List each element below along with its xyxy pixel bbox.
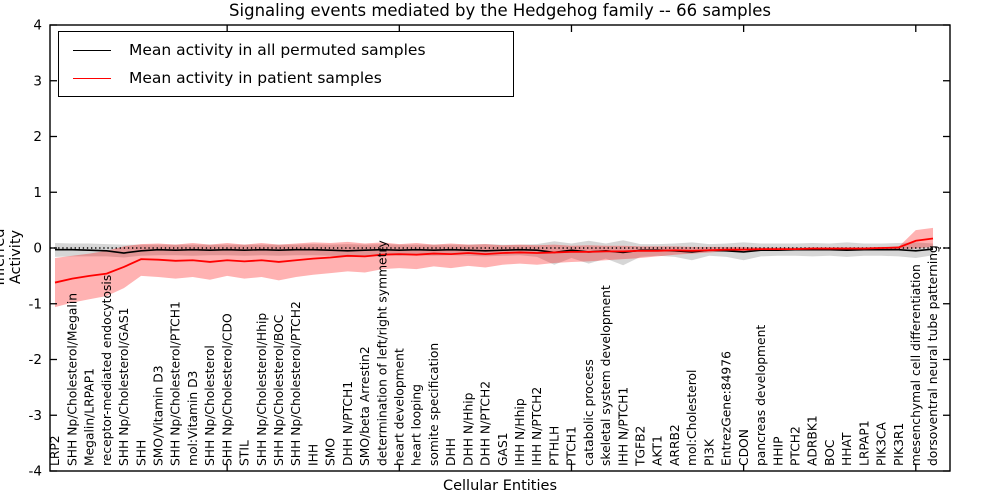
- y-tick-label: 0: [33, 241, 42, 257]
- x-category-label: mesenchymal cell differentiation: [909, 264, 923, 466]
- legend-item-patient: Mean activity in patient samples: [59, 69, 513, 87]
- x-category-label: PIK3CA: [875, 421, 889, 466]
- x-category-label: HHAT: [840, 432, 854, 466]
- x-category-label: DHH: [444, 438, 458, 466]
- x-category-label: BOC: [823, 440, 837, 467]
- x-category-label: determination of left/right symmetry: [375, 240, 389, 466]
- y-tick-label: -3: [29, 408, 42, 424]
- x-category-label: GAS1: [496, 432, 510, 466]
- y-tick-label: 4: [33, 18, 42, 34]
- legend-item-permuted: Mean activity in all permuted samples: [59, 41, 513, 59]
- x-category-label: DHH N/Hhip: [461, 392, 475, 466]
- x-category-label: heart development: [393, 348, 407, 466]
- x-category-label: SHH Np/Cholesterol/PTCH1: [169, 301, 183, 466]
- x-category-label: ARRB2: [668, 424, 682, 466]
- x-category-label: HHIP: [771, 436, 785, 466]
- x-category-label: somite specification: [427, 343, 441, 466]
- patient-line-swatch: [73, 77, 111, 79]
- y-tick-label: 1: [33, 185, 42, 201]
- x-category-label: TGFB2: [634, 426, 648, 467]
- x-category-label: SMO/beta Arrestin2: [358, 346, 372, 466]
- permuted-line-swatch: [73, 49, 111, 51]
- x-category-label: IHH N/PTCH2: [530, 387, 544, 466]
- x-category-label: skeletal system development: [599, 285, 613, 466]
- x-category-label: PIK3R1: [892, 423, 906, 466]
- y-axis-title: Inferred Activity: [0, 228, 24, 286]
- x-category-label: SHH Np/Cholesterol/CDO: [220, 313, 234, 466]
- x-category-label: dorsoventral neural tube patterning: [926, 245, 940, 466]
- x-category-label: SHH Np/Cholesterol/Hhip: [255, 313, 269, 466]
- x-category-label: LRPAP1: [857, 420, 871, 466]
- x-category-label: IHH N/Hhip: [513, 398, 527, 466]
- x-category-label: mol:Cholesterol: [685, 370, 699, 466]
- x-category-label: IHH N/PTCH1: [616, 387, 630, 466]
- patient-confidence-band: [55, 227, 933, 308]
- x-category-label: SHH: [134, 440, 148, 466]
- x-category-label: PTHLH: [547, 426, 561, 466]
- x-category-label: CDON: [737, 429, 751, 466]
- x-category-label: LRP2: [48, 435, 62, 466]
- x-category-label: SHH Np/Cholesterol/PTCH2: [289, 301, 303, 466]
- legend-label-permuted: Mean activity in all permuted samples: [129, 41, 426, 59]
- x-category-label: heart looping: [410, 384, 424, 466]
- y-tick-label: -2: [29, 352, 42, 368]
- x-category-label: pancreas development: [754, 325, 768, 466]
- x-category-label: mol:Vitamin D3: [186, 371, 200, 466]
- y-tick-label: -4: [29, 464, 42, 480]
- x-category-label: PTCH2: [788, 426, 802, 466]
- patient-mean-line: [54, 237, 934, 284]
- x-category-label: Megalin/LRPAP1: [83, 368, 97, 466]
- x-category-label: SMO/Vitamin D3: [151, 365, 165, 466]
- x-axis-title: Cellular Entities: [442, 478, 558, 494]
- y-tick-label: 2: [33, 129, 42, 145]
- legend-label-patient: Mean activity in patient samples: [129, 69, 382, 87]
- x-category-label: STIL: [238, 440, 252, 466]
- y-tick-label: -1: [29, 296, 42, 312]
- x-category-label: SHH Np/Cholesterol: [203, 345, 217, 466]
- x-category-label: EntrezGene:84976: [720, 351, 734, 466]
- x-category-label: SMO: [324, 438, 338, 466]
- x-category-label: IHH: [306, 444, 320, 466]
- x-category-label: SHH Np/Cholesterol/Megalin: [65, 293, 79, 466]
- x-category-label: PTCH1: [565, 426, 579, 466]
- y-tick-label: 3: [33, 73, 42, 89]
- legend: Mean activity in all permuted samples Me…: [58, 31, 514, 97]
- x-category-label: SHH Np/Cholesterol/GAS1: [117, 308, 131, 466]
- x-category-label: AKT1: [651, 435, 665, 466]
- x-category-label: receptor-mediated endocytosis: [100, 275, 114, 466]
- x-category-label: SHH Np/Cholesterol/BOC: [272, 315, 286, 466]
- x-category-label: ADRBK1: [806, 415, 820, 466]
- x-category-label: PI3K: [702, 438, 716, 466]
- x-category-label: DHH N/PTCH1: [341, 381, 355, 466]
- chart-title: Signaling events mediated by the Hedgeho…: [229, 1, 771, 20]
- x-category-label: DHH N/PTCH2: [479, 381, 493, 466]
- x-category-label: catabolic process: [582, 359, 596, 466]
